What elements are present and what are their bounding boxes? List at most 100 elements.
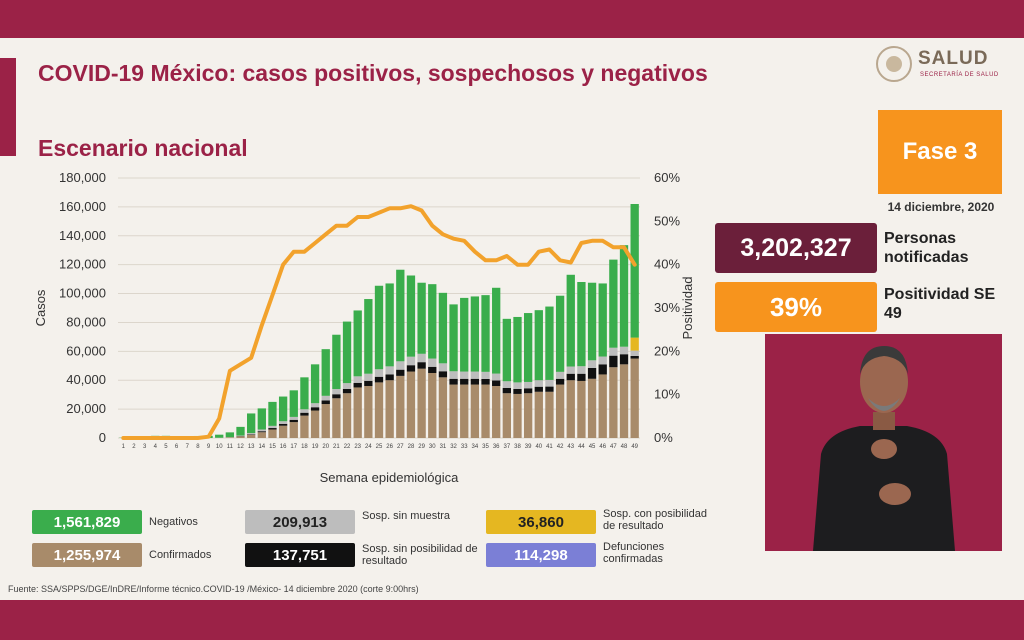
- bar-segment-negativos: [406, 275, 416, 357]
- bar-segment-sin_muestra: [364, 373, 373, 381]
- bar-segment-sin_posibilidad: [353, 382, 362, 388]
- y-tick-label: 120,000: [59, 257, 106, 272]
- bar-segment-negativos: [492, 287, 501, 374]
- bar-segment-sin_posibilidad: [342, 388, 352, 394]
- positivity-value: 39%: [715, 282, 877, 332]
- bar-segment-confirmados: [577, 380, 586, 438]
- slide-subtitle: Escenario nacional: [38, 135, 248, 161]
- bar-segment-confirmados: [406, 371, 416, 438]
- x-tick-label: 9: [207, 444, 211, 450]
- bar-segment-negativos: [225, 432, 235, 438]
- bar-segment-sin_muestra: [396, 361, 405, 370]
- bar-segment-sin_posibilidad: [257, 431, 266, 433]
- x-tick-label: 5: [164, 444, 168, 450]
- x-tick-label: 7: [186, 444, 190, 450]
- bar-segment-sin_muestra: [609, 347, 618, 356]
- legend-value-con_posibilidad: 36,860: [486, 510, 596, 534]
- bar-segment-sin_posibilidad: [545, 386, 554, 392]
- x-tick-label: 49: [631, 444, 638, 450]
- bar-segment-sin_muestra: [598, 356, 607, 365]
- bar-segment-negativos: [566, 274, 575, 367]
- bar-segment-confirmados: [523, 393, 533, 438]
- positivity-label: Positividad SE 49: [884, 286, 996, 322]
- bar-segment-negativos: [587, 282, 597, 361]
- bar-segment-confirmados: [481, 384, 490, 438]
- bar-segment-negativos: [502, 318, 511, 382]
- legend-label-defunciones: Defunciones confirmadas: [603, 541, 665, 565]
- interpreter-figure-icon: [765, 334, 1002, 551]
- bar-segment-negativos: [310, 364, 320, 404]
- bar-segment-sin_muestra: [417, 353, 426, 363]
- bar-segment-confirmados: [364, 386, 373, 438]
- y2-axis-label: Positividad: [680, 277, 695, 340]
- bar-segment-confirmados: [630, 358, 639, 438]
- bar-segment-negativos: [523, 313, 533, 382]
- logo-subtitle: SECRETARÍA DE SALUD: [920, 72, 999, 78]
- notified-value: 3,202,327: [715, 223, 877, 273]
- x-tick-label: 21: [333, 444, 340, 450]
- bar-segment-negativos: [438, 292, 448, 364]
- bar-segment-confirmados: [438, 377, 448, 438]
- x-tick-label: 34: [472, 444, 479, 450]
- positivity-line: [121, 204, 637, 440]
- bar-segment-sin_posibilidad: [619, 354, 629, 365]
- bar-segment-confirmados: [598, 374, 607, 438]
- bar-segment-negativos: [460, 297, 469, 372]
- bar-segment-confirmados: [321, 404, 330, 438]
- bar-segment-sin_muestra: [492, 373, 501, 381]
- x-tick-label: 4: [154, 444, 158, 450]
- bar-segment-negativos: [396, 269, 405, 362]
- bar-segment-sin_posibilidad: [492, 380, 501, 386]
- bar-segment-confirmados: [353, 387, 362, 438]
- bar-segment-sin_muestra: [247, 433, 256, 435]
- bar-segment-sin_posibilidad: [513, 388, 522, 394]
- y-tick-label: 40,000: [66, 372, 106, 387]
- bar-segment-negativos: [236, 426, 245, 436]
- y2-tick-label: 20%: [654, 343, 680, 358]
- x-tick-label: 37: [503, 444, 510, 450]
- bar-segment-sin_posibilidad: [332, 394, 341, 399]
- x-tick-label: 14: [258, 444, 265, 450]
- bar-segment-confirmados: [492, 386, 501, 438]
- bar-segment-sin_muestra: [310, 403, 320, 408]
- source-note: Fuente: SSA/SPPS/DGE/InDRE/Informe técni…: [8, 584, 419, 594]
- bar-segment-confirmados: [236, 436, 245, 438]
- x-tick-label: 42: [557, 444, 564, 450]
- bar-segment-confirmados: [225, 437, 235, 438]
- y2-tick-label: 50%: [654, 213, 680, 228]
- bar-segment-negativos: [428, 284, 437, 359]
- bar-segment-negativos: [342, 321, 352, 384]
- bar-segment-negativos: [619, 245, 629, 347]
- y2-tick-label: 30%: [654, 300, 680, 315]
- bar-segment-sin_muestra: [619, 346, 629, 355]
- y2-tick-label: 0%: [654, 430, 673, 445]
- slide: COVID-19 México: casos positivos, sospec…: [0, 38, 1024, 600]
- salud-logo: SALUD SECRETARÍA DE SALUD: [876, 46, 1006, 86]
- bar-segment-negativos: [385, 283, 394, 367]
- bar-segment-negativos: [555, 295, 565, 372]
- x-tick-label: 2: [132, 444, 136, 450]
- bar-segment-sin_muestra: [428, 358, 437, 367]
- bar-segment-sin_muestra: [236, 435, 245, 437]
- bar-segment-confirmados: [417, 368, 426, 438]
- slide-title: COVID-19 México: casos positivos, sospec…: [38, 60, 708, 86]
- x-tick-label: 28: [408, 444, 415, 450]
- bar-segment-sin_muestra: [268, 425, 277, 429]
- bar-segment-sin_posibilidad: [438, 371, 448, 378]
- x-tick-label: 32: [450, 444, 457, 450]
- x-tick-label: 26: [386, 444, 393, 450]
- x-tick-label: 12: [237, 444, 244, 450]
- x-tick-label: 31: [440, 444, 447, 450]
- bar-segment-negativos: [300, 377, 309, 410]
- bottom-band: [0, 600, 1024, 640]
- x-tick-label: 16: [280, 444, 287, 450]
- bar-segment-negativos: [289, 390, 298, 417]
- x-tick-label: 43: [567, 444, 574, 450]
- bar-segment-sin_muestra: [353, 376, 362, 383]
- bar-segment-sin_posibilidad: [310, 407, 320, 411]
- bar-segment-negativos: [332, 334, 341, 390]
- bar-segment-sin_muestra: [289, 416, 298, 420]
- y-tick-label: 80,000: [66, 314, 106, 329]
- bar-segment-sin_muestra: [374, 369, 384, 377]
- bar-segment-sin_posibilidad: [289, 419, 298, 423]
